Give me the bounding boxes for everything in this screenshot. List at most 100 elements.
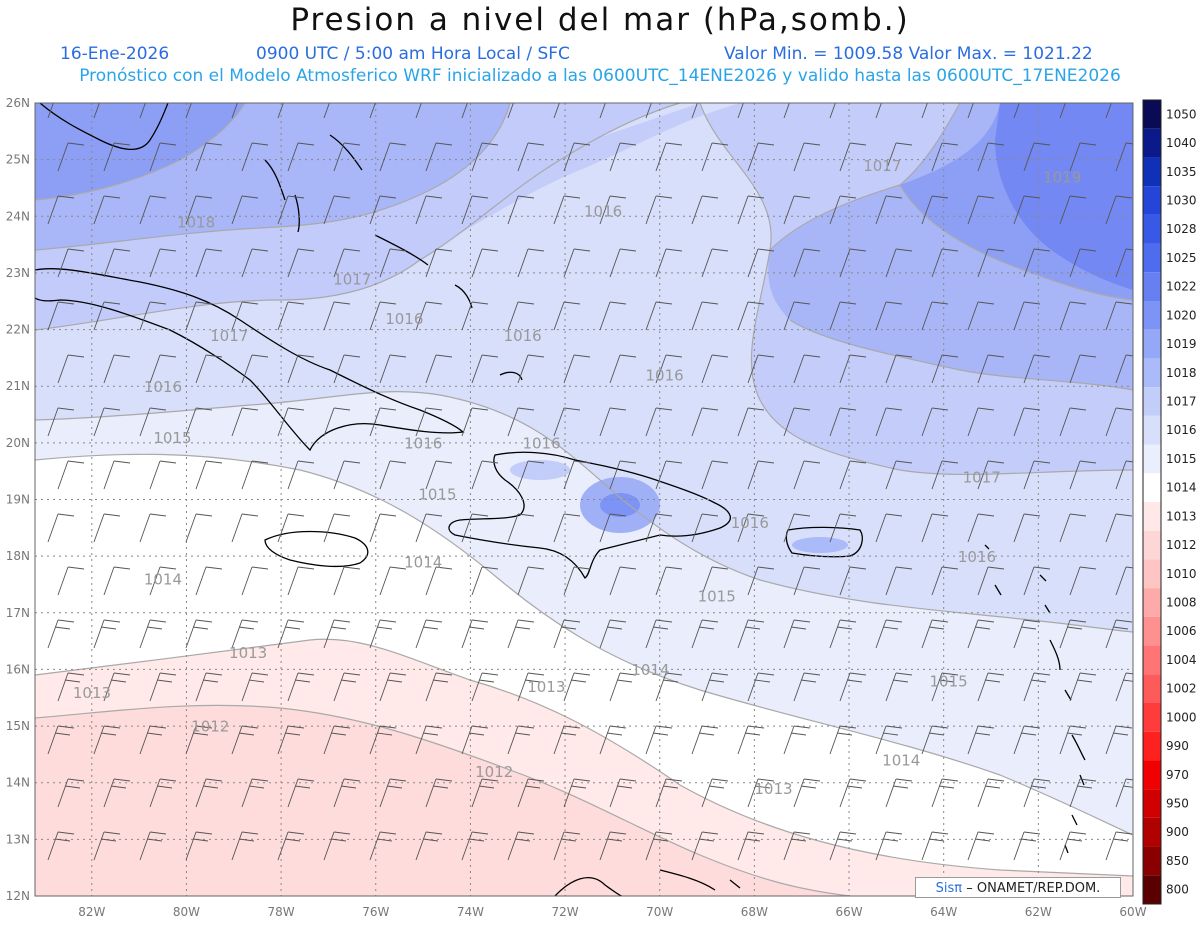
- wind-barb-flag: [527, 248, 545, 252]
- contour-label: 1016: [504, 327, 542, 345]
- wind-barb-flag: [977, 407, 995, 411]
- wind-barb-flag: [334, 90, 350, 92]
- wind-barb: [47, 725, 59, 755]
- wind-barb-flag: [156, 785, 173, 789]
- wind-barb: [829, 407, 841, 437]
- wind-barb-flag: [885, 407, 903, 411]
- wind-barb-flag: [1115, 725, 1133, 729]
- wind-barb-flag: [481, 142, 499, 146]
- wind-barb: [379, 672, 391, 702]
- contour-label: 1012: [191, 718, 229, 736]
- credit-brand: Sisπ: [935, 881, 963, 896]
- wind-barb: [701, 460, 713, 490]
- wind-barb: [645, 195, 657, 225]
- wind-barb: [701, 248, 713, 278]
- wind-barb-flag: [892, 785, 909, 789]
- wind-barb-flag: [573, 248, 591, 252]
- wind-barb-flag: [573, 460, 591, 464]
- wind-barb-flag: [468, 838, 485, 842]
- wind-barb-flag: [241, 301, 259, 305]
- wind-barb: [241, 460, 253, 490]
- wind-barb-flag: [1020, 626, 1037, 630]
- wind-barb-flag: [468, 626, 485, 630]
- wind-barb: [139, 831, 151, 861]
- wind-barb: [241, 248, 253, 278]
- wind-barb: [1013, 619, 1025, 649]
- wind-barb: [333, 354, 345, 384]
- wind-barb-flag: [1069, 301, 1087, 305]
- wind-barb-flag: [514, 838, 531, 842]
- wind-barb: [885, 566, 897, 596]
- wind-barb: [1115, 460, 1127, 490]
- wind-barb-flag: [895, 354, 913, 358]
- wind-barb-flag: [711, 672, 729, 676]
- contour-label: 1015: [929, 672, 967, 690]
- wind-barb-flag: [527, 460, 545, 464]
- wind-barb-flag: [202, 785, 219, 789]
- wind-barb: [369, 407, 381, 437]
- contour-label: 1015: [698, 587, 736, 605]
- wind-barb-flag: [711, 142, 729, 146]
- wind-barb-flag: [1116, 90, 1132, 92]
- wind-barb: [829, 831, 841, 861]
- wind-barb: [599, 103, 606, 119]
- wind-barb-flag: [839, 195, 857, 199]
- colorbar-swatch: [1143, 301, 1161, 330]
- wind-barb: [829, 725, 841, 755]
- wind-barb-flag: [425, 407, 443, 411]
- forecast-date: 16-Ene-2026: [60, 44, 170, 64]
- wind-barb: [1013, 725, 1025, 755]
- wind-barb-flag: [468, 732, 485, 736]
- wind-barb: [1069, 142, 1081, 172]
- wind-barb: [701, 566, 713, 596]
- wind-barb-flag: [757, 460, 775, 464]
- wind-barb-flag: [701, 301, 719, 305]
- colorbar-swatch: [1143, 186, 1161, 215]
- wind-barb-flag: [287, 407, 305, 411]
- wind-barb: [645, 831, 657, 861]
- credit-org: – ONAMET/REP.DOM.: [966, 881, 1101, 896]
- south-america-coast: [554, 869, 741, 896]
- wind-barb: [149, 354, 161, 384]
- wind-barb-flag: [803, 354, 821, 358]
- wind-barb: [471, 672, 483, 702]
- wind-barb: [1105, 407, 1117, 437]
- wind-barb-flag: [251, 142, 269, 146]
- colorbar-swatch: [1143, 100, 1161, 129]
- wind-barb: [57, 460, 69, 490]
- wind-barb-flag: [343, 566, 361, 570]
- wind-barb: [977, 248, 989, 278]
- wind-barb-flag: [932, 90, 948, 92]
- wind-barb-flag: [1125, 460, 1133, 463]
- wind-barb: [231, 619, 243, 649]
- wind-barb: [793, 354, 805, 384]
- wind-barb-flag: [849, 142, 867, 146]
- lat-label: 26N: [6, 96, 30, 110]
- pressure-band-1017: [35, 103, 1133, 475]
- wind-barb-flag: [1115, 513, 1133, 517]
- wind-barb: [1105, 195, 1117, 225]
- colorbar-swatch: [1143, 703, 1161, 732]
- wind-barb: [149, 778, 161, 808]
- wind-barb: [379, 460, 391, 490]
- wind-barb: [609, 460, 621, 490]
- wind-barb: [415, 103, 422, 119]
- wind-barb-flag: [103, 407, 121, 411]
- colorbar-frame: [1142, 99, 1162, 905]
- wind-barb: [553, 195, 565, 225]
- wind-barb: [885, 248, 897, 278]
- wind-barb-flag: [790, 838, 807, 842]
- wind-barb-flag: [104, 90, 120, 92]
- wind-barb: [1023, 672, 1035, 702]
- contour-labels: 1018 1017 1017 1016 1015 1016 1016 1016 1016 1017…: [73, 157, 1081, 798]
- wind-barb-flag: [57, 725, 75, 729]
- wind-barb-flag: [839, 831, 857, 835]
- wind-barb: [333, 778, 345, 808]
- wind-barb: [231, 195, 243, 225]
- wind-barb-flag: [793, 195, 811, 199]
- wind-barb: [829, 103, 836, 119]
- wind-barb: [1023, 566, 1035, 596]
- wind-barb-flag: [931, 195, 949, 199]
- wind-barb-flag: [340, 785, 357, 789]
- wind-barb-flag: [747, 301, 765, 305]
